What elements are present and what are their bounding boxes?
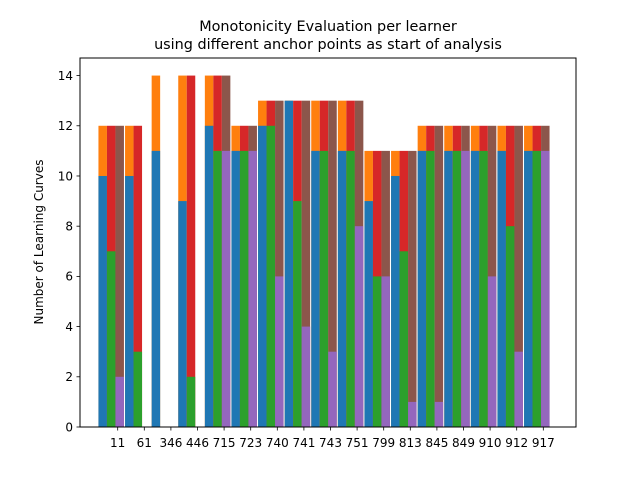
y-axis-label: Number of Learning Curves bbox=[32, 160, 46, 325]
y-tick-label-8: 8 bbox=[65, 219, 73, 233]
bar-741-purple bbox=[301, 326, 311, 427]
bar-912-blue bbox=[497, 150, 506, 427]
bar-446-green bbox=[186, 376, 196, 427]
bar-799-blue bbox=[364, 201, 373, 427]
bar-741-green bbox=[293, 201, 302, 427]
bar-61-blue bbox=[125, 175, 134, 427]
bar-849-blue bbox=[444, 150, 453, 427]
x-tick-label-751: 751 bbox=[346, 436, 369, 450]
bar-912-purple bbox=[514, 351, 523, 427]
bar-751-blue bbox=[337, 150, 347, 427]
bar-723-green bbox=[239, 150, 249, 427]
x-tick-label-743: 743 bbox=[319, 436, 342, 450]
bar-799-purple bbox=[381, 276, 390, 427]
bar-751-purple bbox=[354, 226, 364, 427]
bar-813-green bbox=[399, 251, 409, 427]
bar-740-brown bbox=[275, 100, 284, 428]
bar-912-green bbox=[505, 226, 515, 427]
y-tick-label-10: 10 bbox=[58, 169, 73, 183]
bar-723-blue bbox=[231, 150, 240, 427]
y-tick-label-6: 6 bbox=[65, 270, 73, 284]
x-tick-label-917: 917 bbox=[532, 436, 555, 450]
bar-813-blue bbox=[391, 175, 400, 427]
bar-11-purple bbox=[115, 376, 124, 427]
bar-845-brown bbox=[434, 125, 444, 427]
x-tick-label-741: 741 bbox=[292, 436, 315, 450]
bar-743-green bbox=[319, 150, 329, 427]
bar-740-blue bbox=[258, 125, 267, 427]
bar-743-brown bbox=[328, 100, 337, 428]
bars-layer bbox=[98, 75, 550, 428]
x-tick-label-723: 723 bbox=[239, 436, 262, 450]
y-tick-label-14: 14 bbox=[58, 69, 73, 83]
y-axis: 0 2 4 6 8 10 12 14 bbox=[58, 69, 80, 434]
bar-743-purple bbox=[328, 351, 337, 427]
bar-715-purple bbox=[221, 150, 231, 427]
bar-715-green bbox=[213, 150, 222, 427]
y-tick-label-2: 2 bbox=[65, 370, 73, 384]
bar-813-brown bbox=[408, 150, 417, 427]
bar-11-brown bbox=[115, 125, 124, 427]
x-tick-label-813: 813 bbox=[399, 436, 422, 450]
x-tick-label-845: 845 bbox=[425, 436, 448, 450]
bar-446-blue bbox=[178, 201, 187, 427]
bar-910-blue bbox=[470, 150, 480, 427]
bar-346-blue bbox=[151, 150, 161, 427]
bar-751-green bbox=[346, 150, 355, 427]
x-tick-label-849: 849 bbox=[452, 436, 475, 450]
y-tick-label-0: 0 bbox=[65, 420, 73, 434]
bar-849-purple bbox=[461, 150, 470, 427]
x-tick-label-740: 740 bbox=[266, 436, 289, 450]
bar-740-purple bbox=[275, 276, 284, 427]
bar-849-green bbox=[452, 150, 462, 427]
bar-11-green bbox=[106, 251, 116, 427]
x-tick-label-61: 61 bbox=[137, 436, 152, 450]
plot-frame bbox=[79, 57, 577, 428]
bar-917-blue bbox=[524, 150, 533, 427]
bar-912-brown bbox=[514, 125, 523, 427]
bar-446-red bbox=[186, 75, 196, 427]
x-tick-label-799: 799 bbox=[372, 436, 395, 450]
bar-11-blue bbox=[98, 175, 107, 427]
bar-743-blue bbox=[311, 150, 320, 427]
bar-715-blue bbox=[204, 125, 214, 427]
x-tick-label-912: 912 bbox=[505, 436, 528, 450]
bar-740-green bbox=[266, 125, 276, 427]
x-tick-label-715: 715 bbox=[213, 436, 236, 450]
bar-845-blue bbox=[417, 150, 427, 427]
bar-723-purple bbox=[248, 150, 257, 427]
x-tick-label-910: 910 bbox=[479, 436, 502, 450]
bar-799-green bbox=[372, 276, 382, 427]
bar-917-purple bbox=[541, 150, 550, 427]
x-tick-label-446: 446 bbox=[186, 436, 209, 450]
bar-813-purple bbox=[408, 401, 417, 427]
bar-845-green bbox=[426, 150, 435, 427]
x-axis: 11 61 346 446 715 723 740 741 743 751 799 813 845 849… bbox=[110, 427, 555, 450]
bar-61-red bbox=[133, 125, 143, 427]
bar-61-green bbox=[133, 351, 143, 427]
chart-title-line-2: using different anchor points as start o… bbox=[154, 37, 502, 53]
bar-910-green bbox=[479, 150, 488, 427]
bar-741-brown bbox=[301, 100, 311, 428]
y-tick-label-4: 4 bbox=[65, 320, 73, 334]
x-tick-label-11: 11 bbox=[110, 436, 125, 450]
x-tick-label-346: 346 bbox=[159, 436, 182, 450]
chart-title-line-1: Monotonicity Evaluation per learner bbox=[199, 19, 457, 35]
bar-910-purple bbox=[487, 276, 497, 427]
y-tick-label-12: 12 bbox=[58, 119, 73, 133]
bar-741-blue bbox=[284, 100, 294, 428]
bar-845-purple bbox=[434, 401, 444, 427]
bar-917-green bbox=[532, 150, 542, 427]
